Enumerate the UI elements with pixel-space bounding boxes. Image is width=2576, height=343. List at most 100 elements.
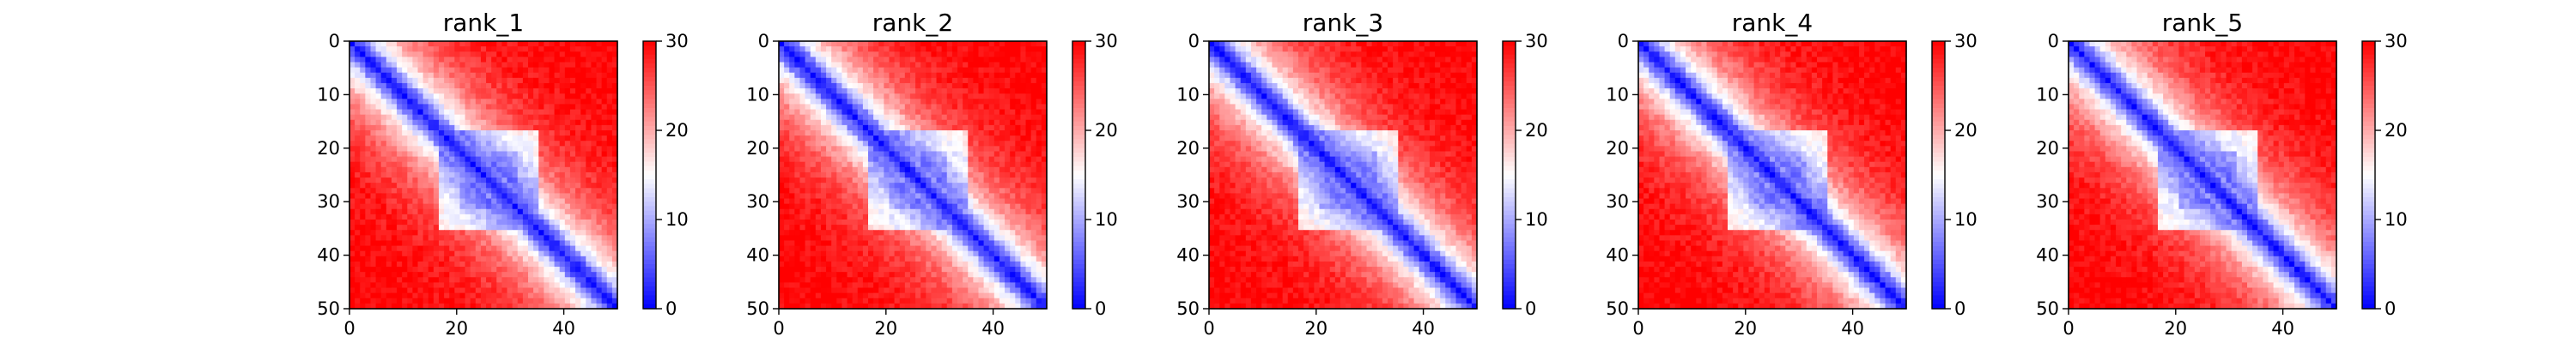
heatmap-cell	[978, 146, 984, 152]
heatmap-cell	[895, 178, 901, 184]
heatmap-cell	[402, 120, 408, 126]
heatmap-cell	[607, 214, 613, 220]
heatmap-cell	[507, 246, 513, 252]
heatmap-cell	[915, 172, 921, 178]
heatmap-cell	[878, 256, 884, 262]
heatmap-cell	[386, 104, 392, 110]
heatmap-cell	[528, 230, 534, 236]
heatmap-cell	[999, 246, 1005, 252]
heatmap-cell	[496, 220, 502, 226]
heatmap-cell	[878, 83, 884, 89]
heatmap-cell	[784, 62, 790, 68]
heatmap-cell	[370, 51, 376, 57]
heatmap-cell	[1020, 209, 1026, 215]
heatmap-cell	[873, 172, 879, 178]
heatmap-cell	[575, 272, 581, 278]
heatmap-cell	[831, 62, 837, 68]
heatmap-cell	[805, 178, 811, 184]
heatmap-cell	[607, 178, 613, 184]
heatmap-cell	[1026, 240, 1032, 246]
heatmap-cell	[789, 115, 795, 121]
heatmap-cell	[873, 183, 879, 189]
heatmap-cell	[486, 41, 492, 47]
heatmap-cell	[538, 57, 544, 63]
heatmap-cell	[533, 104, 539, 110]
heatmap-cell	[439, 62, 445, 68]
heatmap-cell	[597, 214, 603, 220]
heatmap-cell	[1020, 262, 1026, 268]
heatmap-cell	[501, 225, 507, 231]
heatmap-cell	[580, 130, 586, 136]
heatmap-cell	[1020, 88, 1026, 94]
heatmap-cell	[454, 272, 460, 278]
heatmap-cell	[565, 235, 571, 241]
heatmap-cell	[518, 157, 524, 163]
heatmap-cell	[1005, 167, 1011, 173]
heatmap-cell	[549, 162, 555, 168]
heatmap-cell	[920, 262, 927, 268]
heatmap-cell	[549, 298, 555, 304]
heatmap-cell	[1010, 220, 1016, 226]
heatmap-cell	[580, 230, 586, 236]
heatmap-cell	[397, 293, 403, 299]
panel-2: rank_20 20 4001020304050 0102030	[746, 9, 1117, 339]
heatmap-cell	[549, 262, 555, 268]
heatmap-cell	[423, 293, 429, 299]
heatmap-cell	[365, 104, 371, 110]
heatmap-cell	[575, 199, 581, 205]
heatmap-cell	[402, 193, 408, 199]
heatmap-cell	[533, 298, 539, 304]
heatmap-cell	[1020, 162, 1026, 168]
heatmap-cell	[942, 199, 948, 205]
heatmap-cell	[349, 251, 355, 257]
heatmap-cell	[434, 88, 440, 94]
heatmap-cell	[459, 146, 465, 152]
heatmap-cell	[501, 93, 507, 99]
heatmap-cell	[365, 277, 371, 283]
heatmap-cell	[528, 57, 534, 63]
heatmap-cell	[449, 272, 455, 278]
heatmap-cell	[831, 120, 837, 126]
heatmap-cell	[428, 214, 434, 220]
heatmap-cell	[779, 115, 785, 121]
heatmap-cell	[538, 120, 544, 126]
heatmap-cell	[968, 162, 974, 168]
heatmap-cell	[602, 288, 608, 294]
heatmap-cell	[459, 262, 465, 268]
heatmap-cell	[481, 193, 487, 199]
heatmap-cell	[533, 262, 539, 268]
heatmap-cell	[1005, 146, 1011, 152]
heatmap-cell	[841, 73, 848, 79]
heatmap-cell	[397, 41, 403, 47]
heatmap-cell	[957, 178, 963, 184]
heatmap-cell	[826, 68, 832, 74]
heatmap-cell	[848, 235, 854, 241]
heatmap-cell	[973, 220, 979, 226]
heatmap-cell	[544, 240, 550, 246]
heatmap-cell	[947, 130, 953, 136]
heatmap-cell	[937, 151, 943, 157]
heatmap-cell	[565, 162, 571, 168]
heatmap-cell	[1015, 230, 1021, 236]
heatmap-cell	[984, 104, 990, 110]
heatmap-cell	[381, 267, 387, 273]
heatmap-cell	[816, 88, 822, 94]
heatmap-cell	[889, 256, 895, 262]
heatmap-cell	[570, 62, 576, 68]
heatmap-cell	[518, 235, 524, 241]
heatmap-cell	[513, 104, 519, 110]
heatmap-cell	[491, 135, 497, 141]
heatmap-cell	[878, 162, 884, 168]
heatmap-cell	[973, 41, 979, 47]
heatmap-cell	[878, 78, 884, 84]
heatmap-cell	[1020, 146, 1026, 152]
heatmap-cell	[349, 78, 355, 84]
heatmap-cell	[376, 162, 382, 168]
heatmap-cell	[952, 167, 958, 173]
heatmap-cell	[848, 130, 854, 136]
heatmap-cell	[565, 298, 571, 304]
heatmap-cell	[360, 288, 366, 294]
heatmap-cell	[397, 157, 403, 163]
heatmap-cell	[555, 199, 561, 205]
heatmap-cell	[1026, 272, 1032, 278]
